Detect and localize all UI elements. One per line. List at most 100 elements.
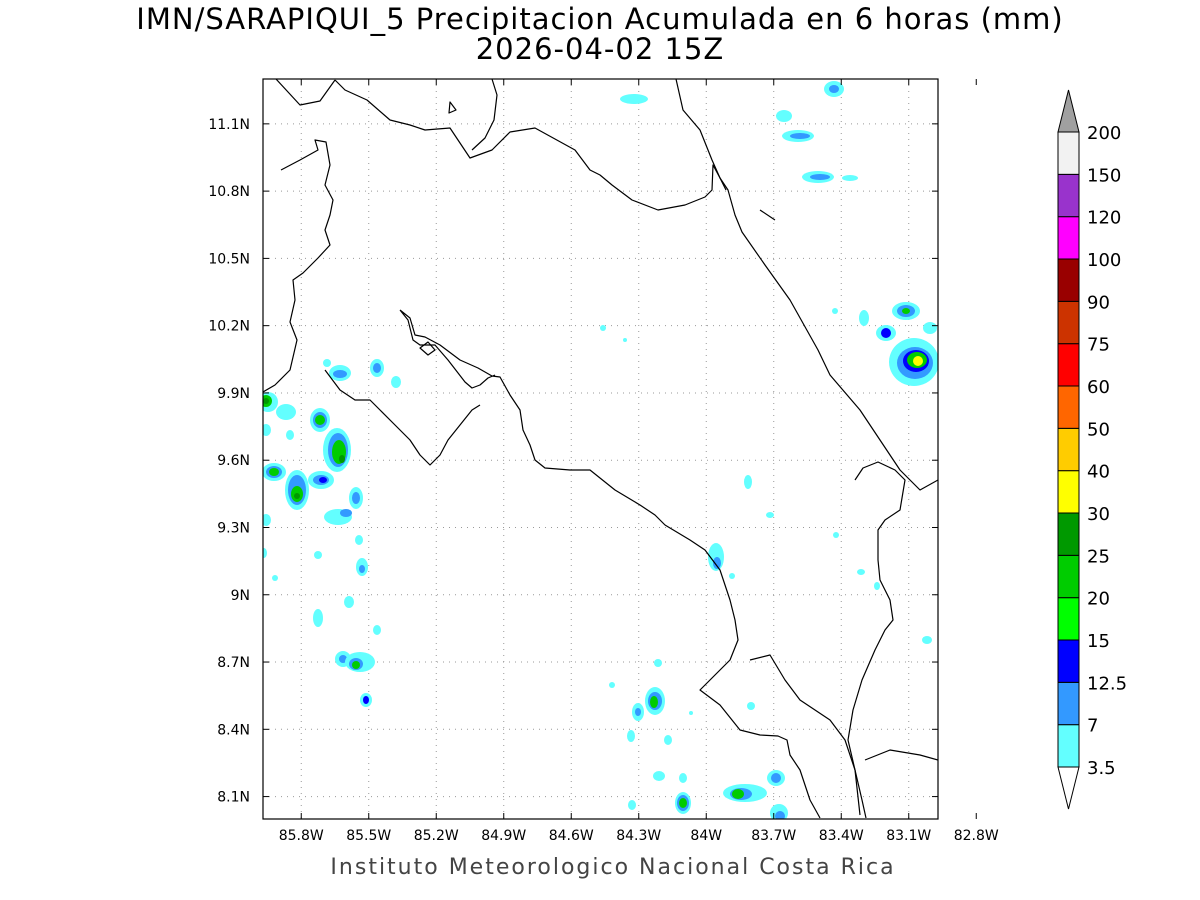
precip-cell [627, 730, 635, 742]
nicoya-gulf-coast [399, 309, 821, 819]
precip-cell [323, 359, 331, 367]
nicoya-peninsula [324, 369, 481, 466]
legend-triangle-low [1057, 766, 1080, 810]
panama-coast [864, 749, 938, 761]
precip-cell [790, 133, 810, 139]
precip-cell [319, 477, 327, 483]
lon-tick-label: 83.1W [886, 828, 931, 844]
precip-cell [635, 708, 641, 716]
precip-cell [272, 575, 278, 581]
precip-cell [373, 625, 381, 635]
legend-color-box [1057, 724, 1080, 768]
lat-tick-label: 9.6N [217, 453, 250, 469]
precip-cell [313, 609, 323, 627]
precip-cell [729, 573, 735, 579]
legend-level-label: 20 [1087, 589, 1110, 610]
nicaragua-coast-top [471, 79, 498, 151]
chira-island [419, 341, 436, 356]
footer-credit: Instituto Meteorologico Nacional Costa R… [330, 855, 896, 880]
precip-cell [679, 773, 687, 783]
precip-cell [323, 428, 351, 472]
lon-tick-label: 84.9W [481, 828, 526, 844]
precip-cell [263, 392, 278, 412]
lat-tick-label: 9.9N [217, 386, 250, 402]
map-title: IMN/SARAPIQUI_5 Precipitacion Acumulada … [136, 2, 1064, 36]
lat-tick-label: 8.7N [217, 655, 250, 671]
longitude-axis: 85.8W 85.5W 85.2W 84.9W 84.6W 84.3W 84W 83.7W 83… [279, 79, 999, 844]
legend-level-label: 120 [1087, 208, 1121, 229]
lat-tick-label: 9N [231, 588, 250, 604]
precip-cell [810, 174, 830, 180]
precip-cell [359, 565, 365, 573]
legend-color-box [1057, 639, 1080, 683]
precip-cell [689, 711, 693, 715]
lon-tick-label: 83.4W [819, 828, 864, 844]
precip-cell [344, 596, 354, 608]
legend-color-box [1057, 681, 1080, 726]
legend-color-box [1057, 258, 1080, 302]
legend-color-box [1057, 216, 1080, 260]
precip-cell [310, 408, 330, 432]
legend-triangle-high [1057, 89, 1080, 133]
precip-cell [859, 310, 869, 326]
precip-cell [771, 773, 781, 783]
map-frame [262, 78, 939, 820]
lon-tick-label: 85.5W [346, 828, 391, 844]
legend-level-label: 50 [1087, 419, 1110, 440]
precip-cell [373, 363, 381, 373]
legend-color-box [1057, 300, 1080, 345]
coastlines-borders [263, 79, 938, 819]
legend-color-box [1057, 554, 1080, 599]
precip-cell [833, 532, 839, 538]
legend-level-label: 60 [1087, 377, 1110, 398]
lat-tick-label: 8.4N [217, 722, 250, 738]
precip-cell [922, 636, 932, 644]
osa-peninsula-bay [749, 654, 861, 816]
lon-tick-label: 84.6W [549, 828, 594, 844]
lon-tick-label: 84.3W [616, 828, 661, 844]
nicaragua-border-ne [759, 209, 776, 221]
precipitation-fields [263, 81, 938, 819]
precip-cell [363, 696, 369, 704]
legend-level-label: 25 [1087, 546, 1110, 567]
legend-level-label: 200 [1087, 123, 1121, 144]
precip-cell [263, 463, 286, 481]
precip-cell [776, 110, 792, 122]
legend-color-box [1057, 512, 1080, 556]
lat-tick-label: 10.5N [208, 251, 250, 267]
legend-color-box [1057, 131, 1080, 175]
lat-tick-label: 8.1N [217, 790, 250, 806]
precip-cell [775, 811, 785, 819]
legend-color-box [1057, 385, 1080, 429]
legend-level-label: 12.5 [1087, 673, 1127, 694]
precip-cell [842, 175, 858, 181]
precip-cell [355, 535, 363, 545]
lat-tick-label: 11.1N [208, 117, 250, 133]
legend-level-label: 40 [1087, 462, 1110, 483]
precip-cell [314, 551, 322, 559]
lon-tick-label: 82.8W [954, 828, 999, 844]
lon-tick-label: 84W [690, 828, 722, 844]
precip-cell [286, 430, 294, 440]
lon-tick-label: 83.7W [751, 828, 796, 844]
lat-tick-label: 10.8N [208, 184, 250, 200]
legend-color-box [1057, 470, 1080, 514]
precip-cell [628, 800, 636, 810]
caribbean-coast [675, 79, 938, 491]
latitude-axis: 11.1N 10.8N 10.5N 10.2N 9.9N 9.6N 9.3N 9N 8.7N 8.… [208, 117, 938, 806]
precip-cell [654, 659, 662, 667]
legend-color-box [1057, 597, 1080, 641]
precip-cell [881, 328, 891, 338]
precip-cell [653, 771, 665, 781]
precip-cell [263, 514, 271, 526]
precip-cell [623, 338, 627, 342]
lon-tick-label: 85.2W [414, 828, 459, 844]
precip-cell [263, 424, 271, 436]
precip-cell [263, 548, 267, 558]
legend-level-label: 100 [1087, 250, 1121, 271]
precip-cell [766, 512, 774, 518]
precip-cell [832, 308, 838, 314]
lat-tick-label: 10.2N [208, 319, 250, 335]
legend-level-label: 90 [1087, 292, 1110, 313]
precip-cell [339, 655, 347, 663]
